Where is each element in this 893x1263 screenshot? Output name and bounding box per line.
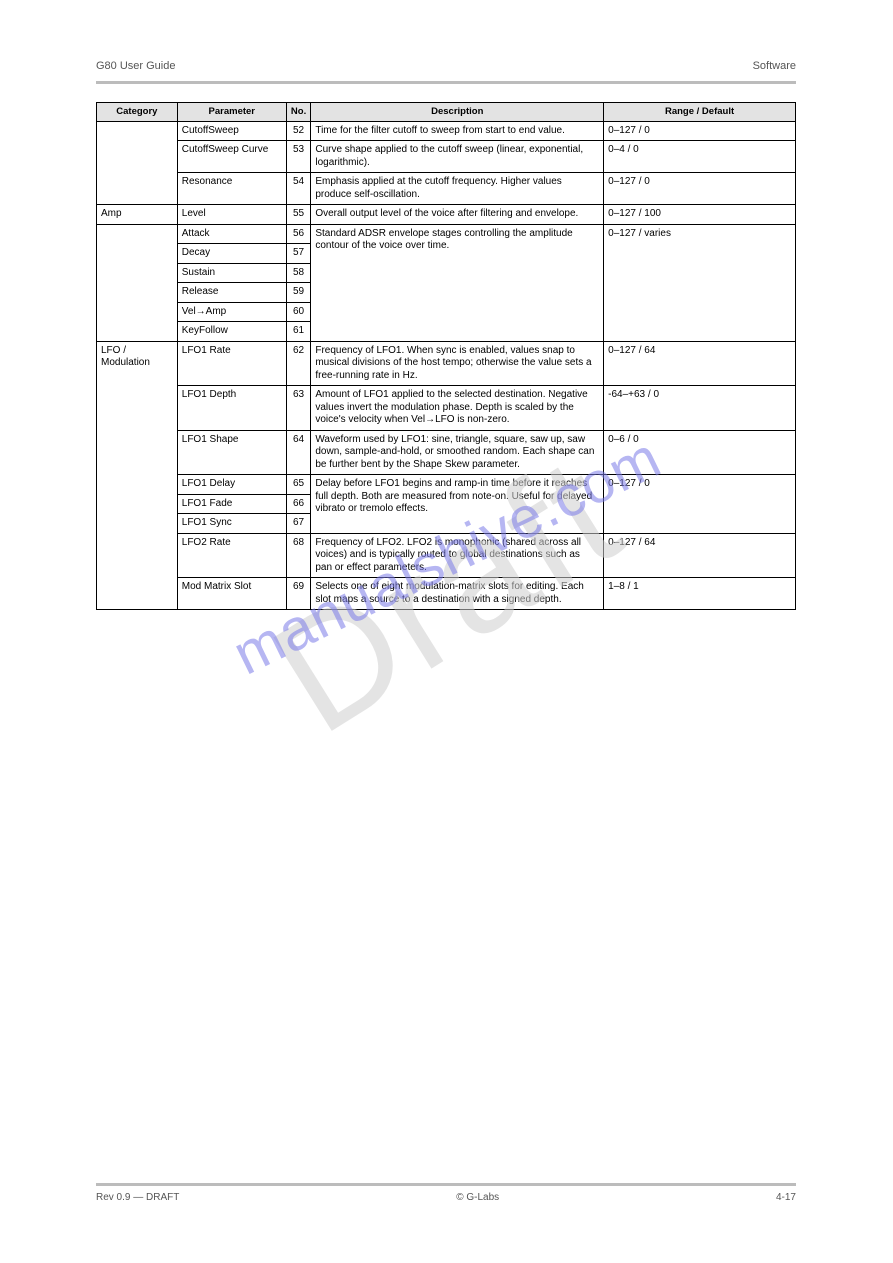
col-number: No. xyxy=(286,103,311,122)
table-cell: 61 xyxy=(286,322,311,342)
table-cell: 65 xyxy=(286,475,311,495)
table-row: LFO1 Shape64Waveform used by LFO1: sine,… xyxy=(97,430,796,475)
table-header-row: Category Parameter No. Description Range… xyxy=(97,103,796,122)
table-cell: -64–+63 / 0 xyxy=(604,386,796,431)
footer-right: 4-17 xyxy=(776,1192,796,1203)
table-cell: CutoffSweep Curve xyxy=(177,141,286,173)
table-cell: LFO1 Delay xyxy=(177,475,286,495)
table-cell: Overall output level of the voice after … xyxy=(311,205,604,225)
table-cell: LFO1 Rate xyxy=(177,341,286,386)
table-cell: 69 xyxy=(286,578,311,610)
table-cell: 0–6 / 0 xyxy=(604,430,796,475)
table-row: Mod Matrix Slot69Selects one of eight mo… xyxy=(97,578,796,610)
table-cell: Decay xyxy=(177,244,286,264)
table-cell: 1–8 / 1 xyxy=(604,578,796,610)
table-cell: Sustain xyxy=(177,263,286,283)
page-content: G80 User Guide Software Category Paramet… xyxy=(96,60,796,610)
header-rule xyxy=(96,81,796,84)
table-cell: Selects one of eight modulation-matrix s… xyxy=(311,578,604,610)
table-cell xyxy=(97,121,178,205)
header-right: Software xyxy=(753,60,796,72)
table-cell: LFO1 Sync xyxy=(177,514,286,534)
table-cell: Waveform used by LFO1: sine, triangle, s… xyxy=(311,430,604,475)
table-row: CutoffSweep Curve53Curve shape applied t… xyxy=(97,141,796,173)
table-cell: 0–127 / 0 xyxy=(604,173,796,205)
table-cell: LFO1 Depth xyxy=(177,386,286,431)
table-cell: 0–127 / 0 xyxy=(604,475,796,534)
table-cell: 64 xyxy=(286,430,311,475)
table-cell: 60 xyxy=(286,302,311,322)
footer-rule xyxy=(96,1183,796,1186)
table-cell: LFO1 Fade xyxy=(177,494,286,514)
table-cell: 58 xyxy=(286,263,311,283)
col-category: Category xyxy=(97,103,178,122)
page-header: G80 User Guide Software xyxy=(96,60,796,78)
table-cell: Delay before LFO1 begins and ramp-in tim… xyxy=(311,475,604,534)
table-cell: 0–127 / 64 xyxy=(604,533,796,578)
table-cell: Release xyxy=(177,283,286,303)
table-cell: KeyFollow xyxy=(177,322,286,342)
table-cell: 55 xyxy=(286,205,311,225)
table-cell: Attack xyxy=(177,224,286,244)
table-row: LFO1 Delay65Delay before LFO1 begins and… xyxy=(97,475,796,495)
header-left: G80 User Guide xyxy=(96,60,175,72)
table-cell: 68 xyxy=(286,533,311,578)
table-row: Attack56Standard ADSR envelope stages co… xyxy=(97,224,796,244)
table-cell: LFO2 Rate xyxy=(177,533,286,578)
col-range: Range / Default xyxy=(604,103,796,122)
table-row: CutoffSweep52Time for the filter cutoff … xyxy=(97,121,796,141)
col-parameter: Parameter xyxy=(177,103,286,122)
table-cell: Mod Matrix Slot xyxy=(177,578,286,610)
table-row: LFO2 Rate68Frequency of LFO2. LFO2 is mo… xyxy=(97,533,796,578)
table-cell: 67 xyxy=(286,514,311,534)
table-cell: 0–127 / 0 xyxy=(604,121,796,141)
table-row: LFO / ModulationLFO1 Rate62Frequency of … xyxy=(97,341,796,386)
table-row: Resonance54Emphasis applied at the cutof… xyxy=(97,173,796,205)
table-cell: 0–4 / 0 xyxy=(604,141,796,173)
table-cell: LFO1 Shape xyxy=(177,430,286,475)
table-cell: 57 xyxy=(286,244,311,264)
table-row: LFO1 Depth63Amount of LFO1 applied to th… xyxy=(97,386,796,431)
table-cell: Resonance xyxy=(177,173,286,205)
parameter-table: Category Parameter No. Description Range… xyxy=(96,102,796,610)
table-cell: Emphasis applied at the cutoff frequency… xyxy=(311,173,604,205)
table-cell: 54 xyxy=(286,173,311,205)
table-cell xyxy=(97,224,178,341)
table-cell: 62 xyxy=(286,341,311,386)
table-cell: Frequency of LFO2. LFO2 is monophonic (s… xyxy=(311,533,604,578)
table-cell: 0–127 / 100 xyxy=(604,205,796,225)
table-cell: Level xyxy=(177,205,286,225)
table-cell: LFO / Modulation xyxy=(97,341,178,610)
table-cell: 53 xyxy=(286,141,311,173)
table-cell: Amp xyxy=(97,205,178,225)
table-cell: CutoffSweep xyxy=(177,121,286,141)
table-cell: 66 xyxy=(286,494,311,514)
table-cell: 0–127 / 64 xyxy=(604,341,796,386)
footer-center: © G-Labs xyxy=(456,1192,499,1203)
footer-left: Rev 0.9 — DRAFT xyxy=(96,1192,179,1203)
page-footer: Rev 0.9 — DRAFT © G-Labs 4-17 xyxy=(96,1183,796,1203)
table-cell: Time for the filter cutoff to sweep from… xyxy=(311,121,604,141)
table-cell: Amount of LFO1 applied to the selected d… xyxy=(311,386,604,431)
table-cell: Curve shape applied to the cutoff sweep … xyxy=(311,141,604,173)
table-row: AmpLevel55Overall output level of the vo… xyxy=(97,205,796,225)
table-cell: Vel→Amp xyxy=(177,302,286,322)
table-cell: 52 xyxy=(286,121,311,141)
table-cell: 63 xyxy=(286,386,311,431)
table-cell: 59 xyxy=(286,283,311,303)
table-cell: 56 xyxy=(286,224,311,244)
table-cell: 0–127 / varies xyxy=(604,224,796,341)
col-description: Description xyxy=(311,103,604,122)
table-cell: Standard ADSR envelope stages controllin… xyxy=(311,224,604,341)
table-cell: Frequency of LFO1. When sync is enabled,… xyxy=(311,341,604,386)
